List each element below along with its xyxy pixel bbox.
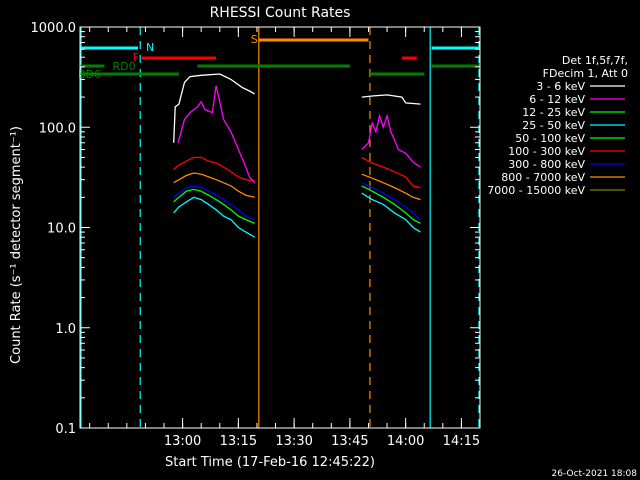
chart-title: RHESSI Count Rates <box>210 5 351 21</box>
legend-header: Det 1f,5f,7f, <box>562 54 628 67</box>
series-line <box>177 85 256 184</box>
y-tick-label: 1000.0 <box>31 21 77 36</box>
series-line <box>173 188 255 224</box>
flag-label-bd6: BD6 <box>78 68 101 81</box>
flag-label-f: F <box>133 51 139 64</box>
legend-label: 800 - 7000 keV <box>501 171 585 184</box>
series-line <box>173 172 255 198</box>
flag-label-n: N <box>146 41 154 54</box>
legend-label: 12 - 25 keV <box>522 106 585 119</box>
series-line <box>361 156 421 189</box>
x-tick-label: 14:00 <box>387 434 424 449</box>
legend-header: FDecim 1, Att 0 <box>543 67 628 80</box>
series-line <box>361 185 421 224</box>
legend-label: 300 - 800 keV <box>508 158 585 171</box>
flag-label-rd0: RD0 <box>113 60 136 73</box>
y-axis-label: Count Rate (s⁻¹ detector segment⁻¹) <box>9 126 24 364</box>
x-axis-label: Start Time (17-Feb-16 12:45:22) <box>165 455 375 470</box>
y-tick-label: 10.0 <box>47 222 76 237</box>
footer-date: 26-Oct-2021 18:08 <box>552 469 638 479</box>
x-tick-label: 14:15 <box>443 434 480 449</box>
series-line <box>173 196 256 238</box>
series-line <box>173 73 256 143</box>
x-tick-label: 13:30 <box>275 434 312 449</box>
axes: 0.1 1.0 10.0 100.0 1000.0 13:00 13:15 13:30 13:4… <box>31 21 481 449</box>
y-tick-label: 1.0 <box>55 322 76 337</box>
legend-label: 100 - 300 keV <box>508 145 585 158</box>
series-line <box>361 173 421 201</box>
legend-label: 50 - 100 keV <box>515 132 585 145</box>
series-line <box>361 182 421 221</box>
series-line <box>173 156 255 182</box>
plot-area: NF S RD0 BD6 <box>78 27 480 428</box>
series-line <box>361 192 421 233</box>
legend-label: 6 - 12 keV <box>529 93 585 106</box>
legend-label: 7000 - 15000 keV <box>487 184 585 197</box>
legend-label: 25 - 50 keV <box>522 119 585 132</box>
series-line <box>173 185 255 221</box>
x-tick-label: 13:45 <box>331 434 368 449</box>
x-tick-label: 13:00 <box>164 434 201 449</box>
series-line <box>361 94 421 105</box>
flag-label-s: S <box>251 33 258 46</box>
y-tick-label: 100.0 <box>39 121 76 136</box>
series-line <box>361 113 421 168</box>
legend-label: 3 - 6 keV <box>536 80 585 93</box>
y-tick-label: 0.1 <box>55 422 76 437</box>
x-tick-label: 13:15 <box>220 434 257 449</box>
